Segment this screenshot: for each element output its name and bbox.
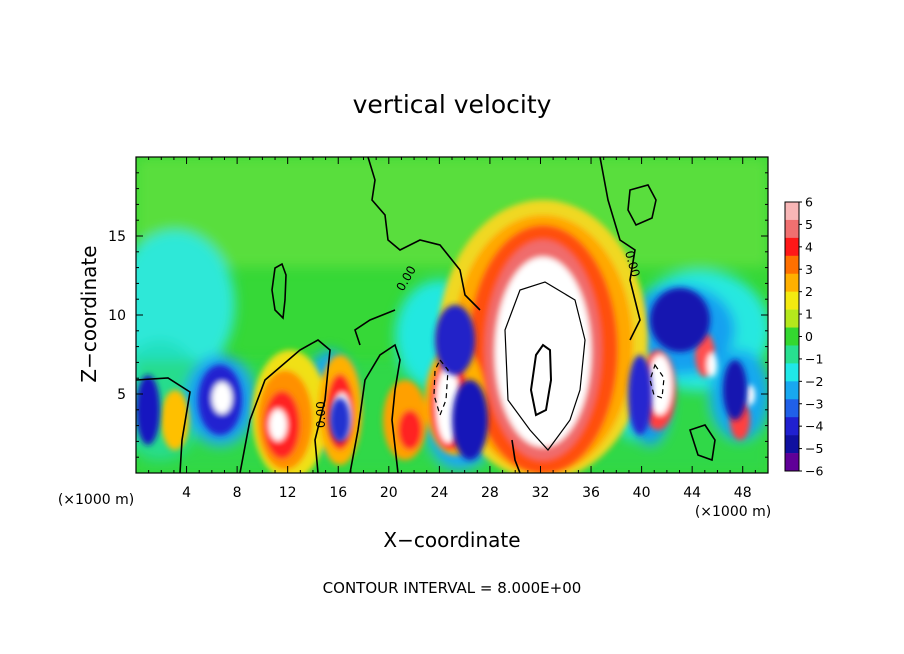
downdraft-shading [136,288,747,460]
x-tick-label: 24 [430,485,448,501]
x-tick-label: 28 [481,485,499,501]
chart-title: vertical velocity [353,90,552,119]
footer-contour-interval: CONTOUR INTERVAL = 8.000E+00 [323,579,582,597]
contour-lines [136,157,716,473]
x-tick-label: 16 [329,485,347,501]
y-axis-label: Z−coordinate [77,245,101,382]
colorbar-swatch [785,453,799,472]
x-axis-label: X−coordinate [383,528,520,552]
contour-label: 0.00 [622,249,642,278]
colorbar-label: 6 [805,195,813,210]
colorbar-swatch [785,309,799,328]
colorbar-label: −2 [805,374,823,389]
colorbar-swatch [785,381,799,400]
colorbar-swatch [785,255,799,275]
updraft-shading [161,200,755,473]
colorbar-swatch [785,273,799,292]
colorbar-label: 0 [805,329,813,344]
y-tick-label: 10 [108,308,126,324]
colorbar-label: −3 [805,396,823,411]
colorbar-label: −6 [805,464,823,479]
x-axis-unit-right: (×1000 m) [695,504,771,520]
contour-label: 0.00 [314,401,328,428]
colorbar-swatch [785,237,799,257]
y-tick-label: 15 [108,229,126,245]
x-axis-ticks: 4 8 12 16 20 24 28 32 36 40 44 48 [148,157,756,501]
colorbar-swatch [785,345,799,364]
y-tick-label: 5 [117,387,126,403]
y-axis-ticks: 5 10 15 [108,172,768,458]
x-tick-label: 8 [233,485,242,501]
colorbar-label: −1 [805,351,823,366]
colorbar-swatch [785,219,799,239]
colorbar: 6 5 4 3 2 1 0 −1 −2 −3 −4 −5 −6 [784,195,823,479]
x-axis-unit-left: (×1000 m) [58,492,134,508]
colorbar-label: 3 [805,262,813,277]
x-tick-label: 4 [182,485,191,501]
colorbar-swatch [785,327,799,346]
colorbar-label: 4 [805,239,813,254]
colorbar-swatch [785,417,799,436]
colorbar-swatch [785,202,799,221]
plot-area: 0.00 0.00 0.00 [136,157,768,473]
colorbar-label: 1 [805,307,813,322]
dashed-contours [433,358,665,417]
colorbar-swatch [785,291,799,310]
colorbar-label: 5 [805,217,813,232]
x-tick-label: 44 [683,485,701,501]
colorbar-swatch [785,363,799,382]
x-tick-label: 48 [734,485,752,501]
x-tick-label: 36 [582,485,600,501]
colorbar-label: −5 [805,441,823,456]
colorbar-swatch [785,435,799,454]
x-tick-label: 20 [380,485,398,501]
x-tick-label: 40 [633,485,651,501]
x-tick-label: 32 [532,485,550,501]
x-tick-label: 12 [279,485,297,501]
colorbar-label: 2 [805,284,813,299]
colorbar-swatch [785,399,799,418]
colorbar-label: −4 [805,419,823,434]
